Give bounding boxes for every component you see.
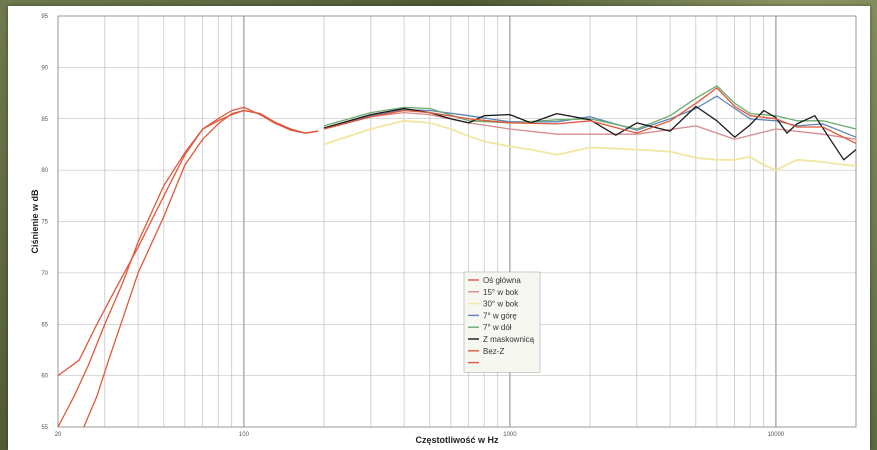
y-axis-label: Ciśnienie w dB: [30, 189, 40, 254]
frequency-response-chart: 55 60 65 70 75 80 85 90 95 20 100 1000 10000 Często…: [30, 14, 857, 445]
legend-label: 7° w górę: [483, 311, 517, 320]
y-tick-label: 95: [41, 14, 48, 20]
series-line-6: [323, 85, 857, 130]
legend-label: 15° w bok: [483, 288, 519, 297]
x-tick-label: 1000: [503, 432, 517, 438]
series-line-1: [57, 109, 319, 428]
x-tick-label: 10000: [768, 432, 785, 438]
series-line-3: [323, 111, 857, 140]
legend: Oś główna 15° w bok 30° w bok 7° w górę 7° w…: [463, 271, 541, 373]
y-tick-label: 55: [41, 425, 48, 431]
y-tick-label: 80: [41, 168, 48, 174]
plot-area-border: [57, 15, 857, 428]
y-tick-labels: 55 60 65 70 75 80 85 90 95: [41, 14, 48, 431]
series-lines: [57, 85, 857, 428]
series-line-2: [83, 109, 319, 428]
x-tick-label: 100: [239, 432, 250, 438]
y-tick-label: 75: [41, 220, 48, 226]
y-tick-label: 90: [41, 65, 48, 71]
x-tick-label: 20: [55, 432, 62, 438]
grid: [57, 15, 857, 428]
legend-box: [463, 271, 541, 373]
series-line-8: [323, 87, 857, 144]
legend-label: 30° w bok: [483, 300, 519, 309]
legend-label: Oś główna: [483, 276, 521, 285]
y-tick-label: 65: [41, 322, 48, 328]
x-tick-labels: 20 100 1000 10000: [55, 432, 785, 438]
legend-label: Z maskownicą: [483, 335, 535, 344]
y-tick-label: 70: [41, 271, 48, 277]
y-tick-label: 60: [41, 374, 48, 380]
legend-label: Bez-Z: [483, 347, 504, 356]
series-line-4: [323, 119, 857, 172]
y-tick-label: 85: [41, 117, 48, 123]
chart-panel: 55 60 65 70 75 80 85 90 95 20 100 1000 10000 Często…: [8, 6, 870, 450]
x-axis-label: Częstotliwość w Hz: [415, 435, 499, 445]
legend-label: 7° w dół: [483, 323, 512, 332]
